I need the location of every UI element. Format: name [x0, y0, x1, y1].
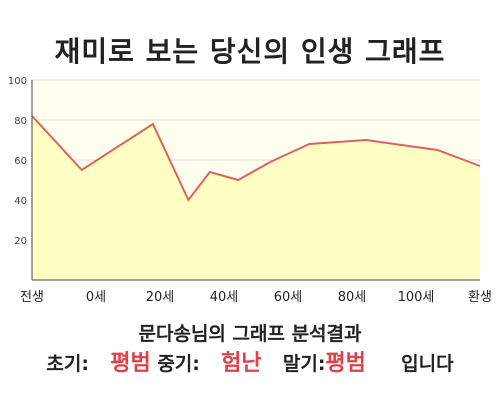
late-value: 평범 [325, 351, 366, 376]
y-tick-label: 20 [14, 236, 27, 247]
result-suffix: 입니다 [401, 353, 454, 375]
y-tick-labels: 20 40 60 80 100 [8, 76, 27, 247]
y-tick-label: 60 [14, 156, 27, 167]
late-label: 말기: [282, 353, 326, 375]
early-label: 초기: [46, 353, 89, 375]
x-tick-label: 80세 [338, 290, 367, 305]
x-tick-label: 0세 [86, 290, 106, 305]
x-tick-labels: 전생 0세 20세 40세 60세 80세 100세 환생 [20, 290, 492, 305]
early-value: 평범 [110, 351, 151, 376]
x-tick-label: 100세 [398, 290, 435, 305]
x-tick-label: 20세 [146, 290, 175, 305]
middle-value: 험난 [221, 351, 262, 376]
y-tick-label: 100 [8, 76, 27, 87]
result-heading: 문다송님의 그래프 분석결과 [138, 323, 362, 345]
y-tick-label: 40 [14, 196, 27, 207]
area-fill [32, 116, 480, 280]
chart-title: 재미로 보는 당신의 인생 그래프 [54, 35, 446, 68]
series-line [31, 115, 481, 202]
x-tick-label: 40세 [210, 290, 239, 305]
x-tick-label: 환생 [468, 290, 492, 305]
result-summary: 초기: 평범 중기: 험난 말기:평범 입니다 [0, 345, 500, 377]
middle-label: 중기: [157, 353, 200, 375]
y-tick-label: 80 [14, 116, 27, 127]
x-tick-label: 60세 [274, 290, 303, 305]
x-tick-label: 전생 [20, 290, 44, 305]
